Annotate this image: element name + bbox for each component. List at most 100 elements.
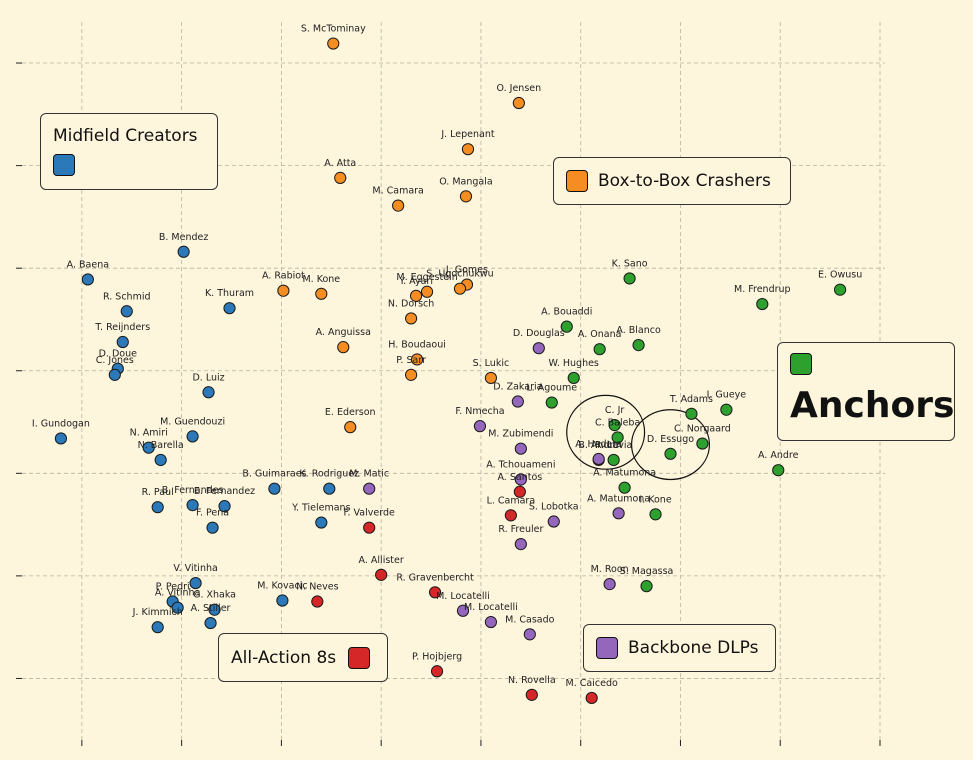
data-point xyxy=(404,368,418,381)
point-label: D. Essugo xyxy=(647,434,694,445)
data-point xyxy=(484,371,498,385)
point-label: H. Boudaoui xyxy=(388,339,446,350)
data-point xyxy=(459,190,473,203)
data-point xyxy=(206,521,219,534)
point-label: S. Lukic xyxy=(473,358,510,369)
point-label: R. Freuler xyxy=(498,524,543,535)
point-label: A. Tchouameni xyxy=(486,459,555,470)
data-point xyxy=(603,577,616,591)
point-label: A. Santos xyxy=(497,472,542,483)
point-label: N. Dorsch xyxy=(388,298,434,309)
point-label: A. Blanco xyxy=(616,325,661,336)
point-label: M. Caicedo xyxy=(566,678,618,689)
point-label: Y. Tielemans xyxy=(291,503,350,514)
point-label: A. Matumona xyxy=(587,493,650,504)
data-point xyxy=(120,305,133,318)
point-label: S. Lobotka xyxy=(529,502,579,513)
highlight-circle xyxy=(566,394,646,470)
point-label: M. Zubimendi xyxy=(488,429,553,440)
data-point xyxy=(696,437,709,450)
highlight-circle xyxy=(630,409,711,481)
point-label: M. Kone xyxy=(302,274,340,285)
data-point xyxy=(81,273,94,286)
data-point xyxy=(514,537,527,551)
legend-anchors: Anchors xyxy=(777,342,955,441)
point-label: A. Bouaddi xyxy=(541,307,592,318)
point-label: G. Xhaka xyxy=(193,590,236,601)
data-point xyxy=(593,343,606,356)
point-label: E. Fernandez xyxy=(194,486,255,497)
point-label: J. Gomes xyxy=(445,265,488,276)
data-point xyxy=(453,282,467,295)
point-label: M. Locatelli xyxy=(464,602,518,613)
data-point xyxy=(218,500,231,513)
point-label: A. Baena xyxy=(67,259,109,270)
data-point xyxy=(567,371,580,385)
point-label: B. Guimaraes xyxy=(242,469,306,480)
data-point xyxy=(640,580,653,593)
legend-swatch xyxy=(790,353,812,375)
point-label: P. Hojbjerg xyxy=(412,651,462,662)
data-point xyxy=(202,386,215,399)
legend-label: Box-to-Box Crashers xyxy=(598,171,771,191)
data-point xyxy=(276,594,289,607)
data-point xyxy=(54,432,68,445)
data-point xyxy=(277,284,290,297)
data-point xyxy=(513,485,526,498)
data-point xyxy=(772,464,785,477)
point-label: A. Atta xyxy=(324,158,356,169)
point-label: E. Ederson xyxy=(325,407,376,418)
point-label: B. Mendez xyxy=(159,232,208,243)
point-label: R. Schmid xyxy=(103,291,151,302)
point-label: A. Vitinha xyxy=(155,588,201,599)
data-point xyxy=(504,509,517,522)
point-label: I. Gundogan xyxy=(32,418,90,429)
data-point xyxy=(337,341,350,354)
data-point xyxy=(177,245,190,258)
point-label: T. Adams xyxy=(669,394,713,405)
data-point xyxy=(514,442,527,455)
legend-swatch xyxy=(348,646,371,669)
legend-midfield-creators: Midfield Creators xyxy=(40,113,218,190)
data-point xyxy=(461,143,475,156)
point-label: D. Doue xyxy=(99,349,138,360)
data-point xyxy=(585,691,598,705)
legend-swatch xyxy=(53,154,75,176)
data-point xyxy=(523,628,536,641)
data-point xyxy=(315,516,328,529)
data-point xyxy=(363,521,376,534)
point-label: O. Mangala xyxy=(439,176,492,187)
data-point xyxy=(456,604,470,617)
point-label: L. Camara xyxy=(487,495,536,506)
point-label: N. Barella xyxy=(138,440,184,451)
data-point xyxy=(545,396,558,409)
data-points xyxy=(54,37,847,705)
data-point xyxy=(363,482,376,495)
data-point xyxy=(430,665,444,678)
point-label: S. Ugochukwu xyxy=(426,269,493,280)
data-point xyxy=(315,287,328,300)
point-label: R. Gravenbercht xyxy=(396,572,474,583)
point-label: M. Eggestein xyxy=(396,272,457,283)
point-label: T. Reijnders xyxy=(94,322,150,333)
data-point xyxy=(392,199,405,212)
data-point xyxy=(525,688,538,701)
point-label: C. Jones xyxy=(96,355,134,366)
point-label: V. Vitinha xyxy=(173,563,217,574)
point-label: F. Valverde xyxy=(344,508,395,519)
data-point xyxy=(311,595,324,608)
point-label: J. Lepenant xyxy=(440,129,495,140)
data-point xyxy=(720,403,733,416)
data-point xyxy=(618,481,631,494)
point-label: A. Onana xyxy=(578,329,622,340)
point-label: M. Frendrup xyxy=(734,284,791,295)
point-label: A. Hadara xyxy=(575,439,622,450)
legend-swatch xyxy=(566,170,588,192)
data-point xyxy=(189,576,202,590)
data-point xyxy=(108,368,121,381)
data-point xyxy=(664,447,677,460)
data-point xyxy=(484,615,498,629)
point-label: O. Jensen xyxy=(497,83,542,94)
point-labels: B. Mendez A. Baena K. Thuram R. Schmid T. Re… xyxy=(32,24,862,689)
